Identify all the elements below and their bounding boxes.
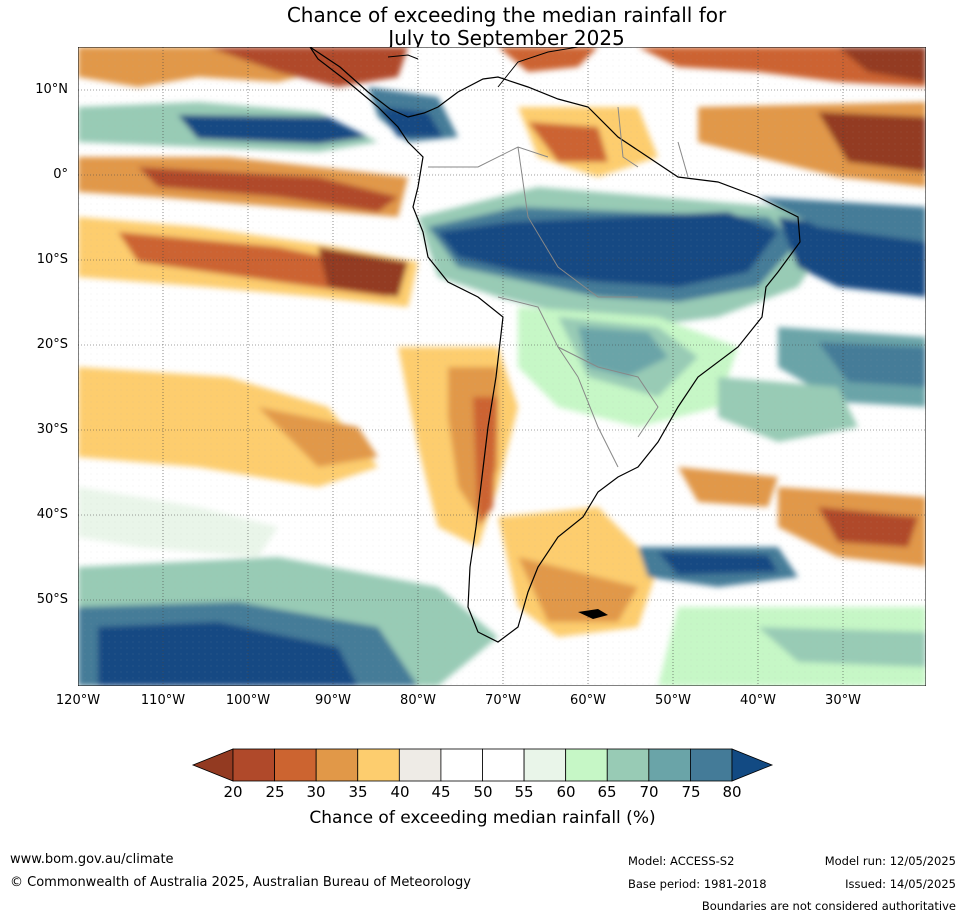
colorbar-segment bbox=[440, 748, 483, 782]
colorbar-segment bbox=[606, 748, 650, 782]
model-run-text: Model run: 12/05/2025 bbox=[824, 854, 956, 868]
colorbar-tick-30: 30 bbox=[306, 783, 326, 801]
copyright-text: © Commonwealth of Australia 2025, Austra… bbox=[10, 875, 471, 890]
colorbar-segment bbox=[274, 748, 317, 782]
colorbar-segment bbox=[565, 748, 608, 782]
map-title: Chance of exceeding the median rainfall … bbox=[0, 4, 965, 50]
lon-label-90w: 90°W bbox=[315, 693, 351, 708]
colorbar-segment bbox=[357, 748, 400, 782]
lat-label-0: 0° bbox=[53, 167, 68, 182]
colorbar-arrow-low bbox=[191, 748, 234, 782]
coastline bbox=[309, 47, 801, 643]
colorbar-tick-80: 80 bbox=[722, 783, 742, 801]
colorbar-segment bbox=[648, 748, 691, 782]
lon-label-100w: 100°W bbox=[225, 693, 271, 708]
base-period-text: Base period: 1981-2018 bbox=[628, 877, 767, 891]
colorbar-tick-60: 60 bbox=[556, 783, 576, 801]
colorbar-arrow-high bbox=[731, 748, 774, 782]
colorbar-tick-55: 55 bbox=[514, 783, 534, 801]
colorbar-tick-25: 25 bbox=[265, 783, 285, 801]
lat-label-10n: 10°N bbox=[35, 82, 68, 97]
lon-label-60w: 60°W bbox=[570, 693, 606, 708]
colorbar-tick-50: 50 bbox=[473, 783, 493, 801]
rainfall-map bbox=[78, 47, 926, 686]
colorbar-tick-65: 65 bbox=[597, 783, 617, 801]
colorbar-tick-75: 75 bbox=[681, 783, 701, 801]
lat-label-10s: 10°S bbox=[36, 252, 68, 267]
rainfall-map-svg bbox=[78, 47, 926, 686]
colorbar-tick-20: 20 bbox=[223, 783, 243, 801]
issued-text: Issued: 14/05/2025 bbox=[845, 877, 956, 891]
lon-label-70w: 70°W bbox=[485, 693, 521, 708]
colorbar-segment bbox=[232, 748, 275, 782]
colorbar-tick-70: 70 bbox=[639, 783, 659, 801]
lon-label-80w: 80°W bbox=[400, 693, 436, 708]
title-line-2: July to September 2025 bbox=[388, 26, 625, 50]
falklands bbox=[578, 609, 608, 619]
lat-label-30s: 30°S bbox=[36, 422, 68, 437]
lon-label-120w: 120°W bbox=[55, 693, 101, 708]
south-america-outline bbox=[309, 47, 801, 643]
contour-texture bbox=[78, 47, 926, 686]
colorbar-tick-45: 45 bbox=[431, 783, 451, 801]
lon-label-40w: 40°W bbox=[740, 693, 776, 708]
colorbar-segment bbox=[523, 748, 567, 782]
lon-label-30w: 30°W bbox=[825, 693, 861, 708]
colorbar bbox=[191, 748, 774, 782]
lon-label-50w: 50°W bbox=[655, 693, 691, 708]
lat-label-20s: 20°S bbox=[36, 337, 68, 352]
lon-label-110w: 110°W bbox=[140, 693, 186, 708]
lat-label-50s: 50°S bbox=[36, 592, 68, 607]
colorbar-segment bbox=[482, 748, 525, 782]
disclaimer-text: Boundaries are not considered authoritat… bbox=[701, 899, 956, 913]
colorbar-segment bbox=[690, 748, 733, 782]
colorbar-tick-40: 40 bbox=[390, 783, 410, 801]
title-line-1: Chance of exceeding the median rainfall … bbox=[286, 3, 727, 27]
lat-label-40s: 40°S bbox=[36, 507, 68, 522]
central-america-outline bbox=[497, 47, 579, 88]
website-link[interactable]: www.bom.gov.au/climate bbox=[10, 852, 174, 867]
model-text: Model: ACCESS-S2 bbox=[628, 854, 735, 868]
graticule bbox=[78, 47, 926, 686]
colorbar-segment bbox=[398, 748, 442, 782]
country-borders bbox=[428, 106, 689, 468]
colorbar-label: Chance of exceeding median rainfall (%) bbox=[309, 808, 656, 828]
colorbar-segment bbox=[315, 748, 359, 782]
colorbar-tick-35: 35 bbox=[348, 783, 368, 801]
